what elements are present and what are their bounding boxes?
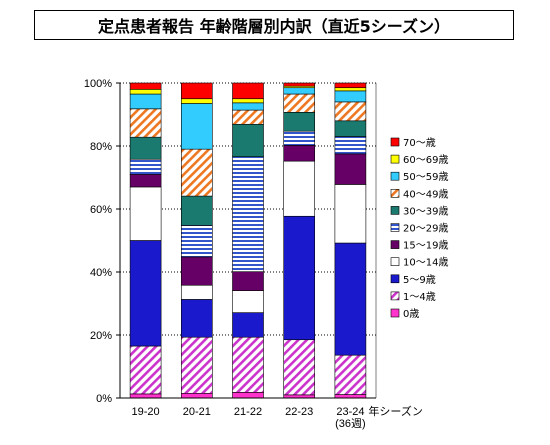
y-tick-label: 80%	[90, 141, 112, 153]
legend-label: 60～69歳	[403, 154, 448, 166]
bar-segment	[181, 284, 213, 300]
y-tick-label: 100%	[84, 78, 112, 90]
bar-segment	[334, 82, 367, 89]
bar-segment	[334, 394, 367, 399]
bar-segment	[334, 90, 367, 103]
x-tick-label: 19-20	[132, 406, 160, 418]
bar-segment	[232, 271, 264, 291]
bar-segment	[181, 256, 213, 286]
legend-label: 1～4歳	[403, 291, 436, 303]
bar-segment	[129, 82, 162, 90]
x-tick-label: 21-22	[234, 406, 262, 418]
bar-segment	[129, 93, 162, 110]
chart-title-box: 定点患者報告 年齢階層別内訳（直近5シーズン）	[34, 10, 514, 40]
bar-segment	[232, 312, 264, 338]
bar-segment	[232, 290, 264, 313]
bar-segment	[129, 345, 162, 395]
bar-segment	[129, 108, 162, 138]
bar-segment	[334, 242, 367, 356]
bar-segment	[283, 339, 316, 396]
bar-segment	[283, 82, 316, 87]
bar-segment	[232, 102, 264, 111]
legend-swatch	[390, 274, 400, 284]
x-axis-note-week: (36週)	[335, 417, 366, 430]
legend-label: 40～49歳	[403, 188, 448, 200]
bar-segment	[334, 184, 367, 244]
bar-segment	[129, 393, 162, 399]
legend-swatch	[390, 137, 400, 147]
legend-label: 0歳	[403, 308, 419, 320]
x-tick-label: 23-24	[336, 406, 364, 418]
y-tick-label: 20%	[90, 330, 112, 342]
bar-segment	[181, 195, 213, 226]
legend-label: 5～9歳	[403, 274, 436, 286]
bar-segment	[181, 148, 213, 197]
bar-segment	[129, 158, 162, 175]
bar-segment	[334, 136, 367, 155]
x-tick-label: 22-23	[285, 406, 313, 418]
bar-segment	[181, 103, 213, 150]
legend-swatch	[390, 240, 400, 249]
legend-swatch	[390, 206, 400, 215]
bar-segment	[181, 225, 213, 258]
x-axis-note: 年シーズン	[368, 404, 422, 418]
bar-segment	[334, 354, 367, 395]
legend-swatch	[390, 308, 400, 318]
bar-segment	[232, 156, 264, 272]
bar-segment	[334, 87, 367, 92]
chart-title: 定点患者報告 年齢階層別内訳（直近5シーズン）	[98, 17, 450, 36]
bar-segment	[129, 186, 162, 241]
bar-segment	[129, 136, 162, 160]
bar-segment	[334, 101, 367, 122]
bar-segment	[334, 153, 367, 185]
x-tick-label: 20-21	[183, 406, 211, 418]
bar-segment	[232, 109, 264, 125]
y-tick-label: 40%	[90, 267, 112, 279]
bar-segment	[181, 336, 213, 394]
y-tick-label: 60%	[90, 204, 112, 216]
axes: 0% 20% 40% 60% 80% 100% 19-20 20-21 21-22 22-23 23…	[84, 78, 423, 430]
bar-segment	[283, 215, 316, 341]
legend-label: 10～14歳	[403, 257, 448, 269]
bars	[129, 82, 367, 399]
bar-segment	[283, 87, 316, 95]
bar-segment	[129, 240, 162, 347]
legend-swatch	[390, 154, 400, 164]
bar-segment	[334, 120, 367, 137]
bar-segment	[283, 93, 316, 113]
legend-label: 70～歳	[403, 137, 436, 149]
bar-segment	[232, 123, 264, 158]
bar-segment	[181, 392, 213, 399]
bar-segment	[232, 82, 264, 100]
legend-label: 20～29歳	[403, 223, 448, 235]
legend-label: 50～59歳	[403, 171, 448, 183]
bar-segment	[232, 392, 264, 399]
legend-label: 15～19歳	[403, 240, 448, 252]
bar-segment	[283, 160, 316, 217]
legend: 70～歳 60～69歳 50～59歳 40～49歳 30～39歳 20～29歳 15～19歳…	[390, 137, 448, 320]
bar-segment	[283, 145, 316, 162]
bar-segment	[129, 89, 162, 95]
y-tick-label: 0%	[96, 393, 112, 405]
bar-segment	[181, 299, 213, 338]
legend-swatch	[390, 291, 400, 301]
bar-segment	[232, 336, 264, 393]
legend-swatch	[390, 189, 400, 198]
bar-segment	[283, 130, 316, 146]
bar-segment	[129, 174, 162, 188]
bar-segment	[181, 82, 213, 100]
legend-label: 30～39歳	[403, 205, 448, 217]
legend-swatch	[390, 257, 400, 267]
bar-segment	[232, 98, 264, 104]
legend-swatch	[390, 223, 400, 232]
legend-swatch	[390, 171, 400, 181]
bar-segment	[181, 98, 213, 104]
bar-segment	[283, 111, 316, 132]
